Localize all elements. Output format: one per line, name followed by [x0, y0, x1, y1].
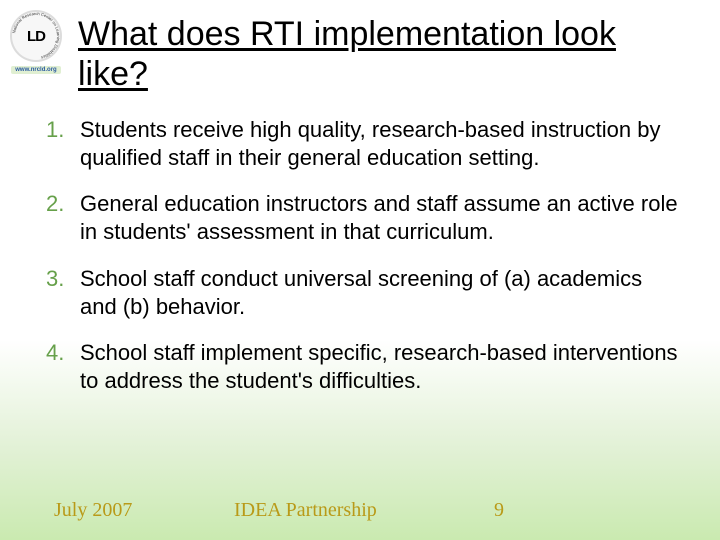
logo-ring-label: National Research Center on Learning Dis…	[11, 11, 61, 60]
slide: National Research Center on Learning Dis…	[0, 0, 720, 540]
footer-page: 9	[494, 499, 554, 522]
list-item: School staff conduct universal screening…	[30, 265, 684, 321]
slide-title: What does RTI implementation look like?	[78, 14, 680, 94]
numbered-list: Students receive high quality, research-…	[30, 116, 684, 413]
footer-date: July 2007	[54, 499, 234, 522]
logo-ring: National Research Center on Learning Dis…	[10, 10, 62, 62]
logo-site-text: www.nrcld.org	[11, 66, 60, 74]
list-item: General education instructors and staff …	[30, 190, 684, 246]
footer-org: IDEA Partnership	[234, 499, 494, 522]
list-item: School staff implement specific, researc…	[30, 339, 684, 395]
logo-ring-text: National Research Center on Learning Dis…	[10, 10, 62, 62]
svg-text:National Research Center on Le: National Research Center on Learning Dis…	[11, 11, 61, 60]
logo: National Research Center on Learning Dis…	[8, 10, 64, 96]
footer: July 2007 IDEA Partnership 9	[54, 499, 680, 522]
list-item: Students receive high quality, research-…	[30, 116, 684, 172]
